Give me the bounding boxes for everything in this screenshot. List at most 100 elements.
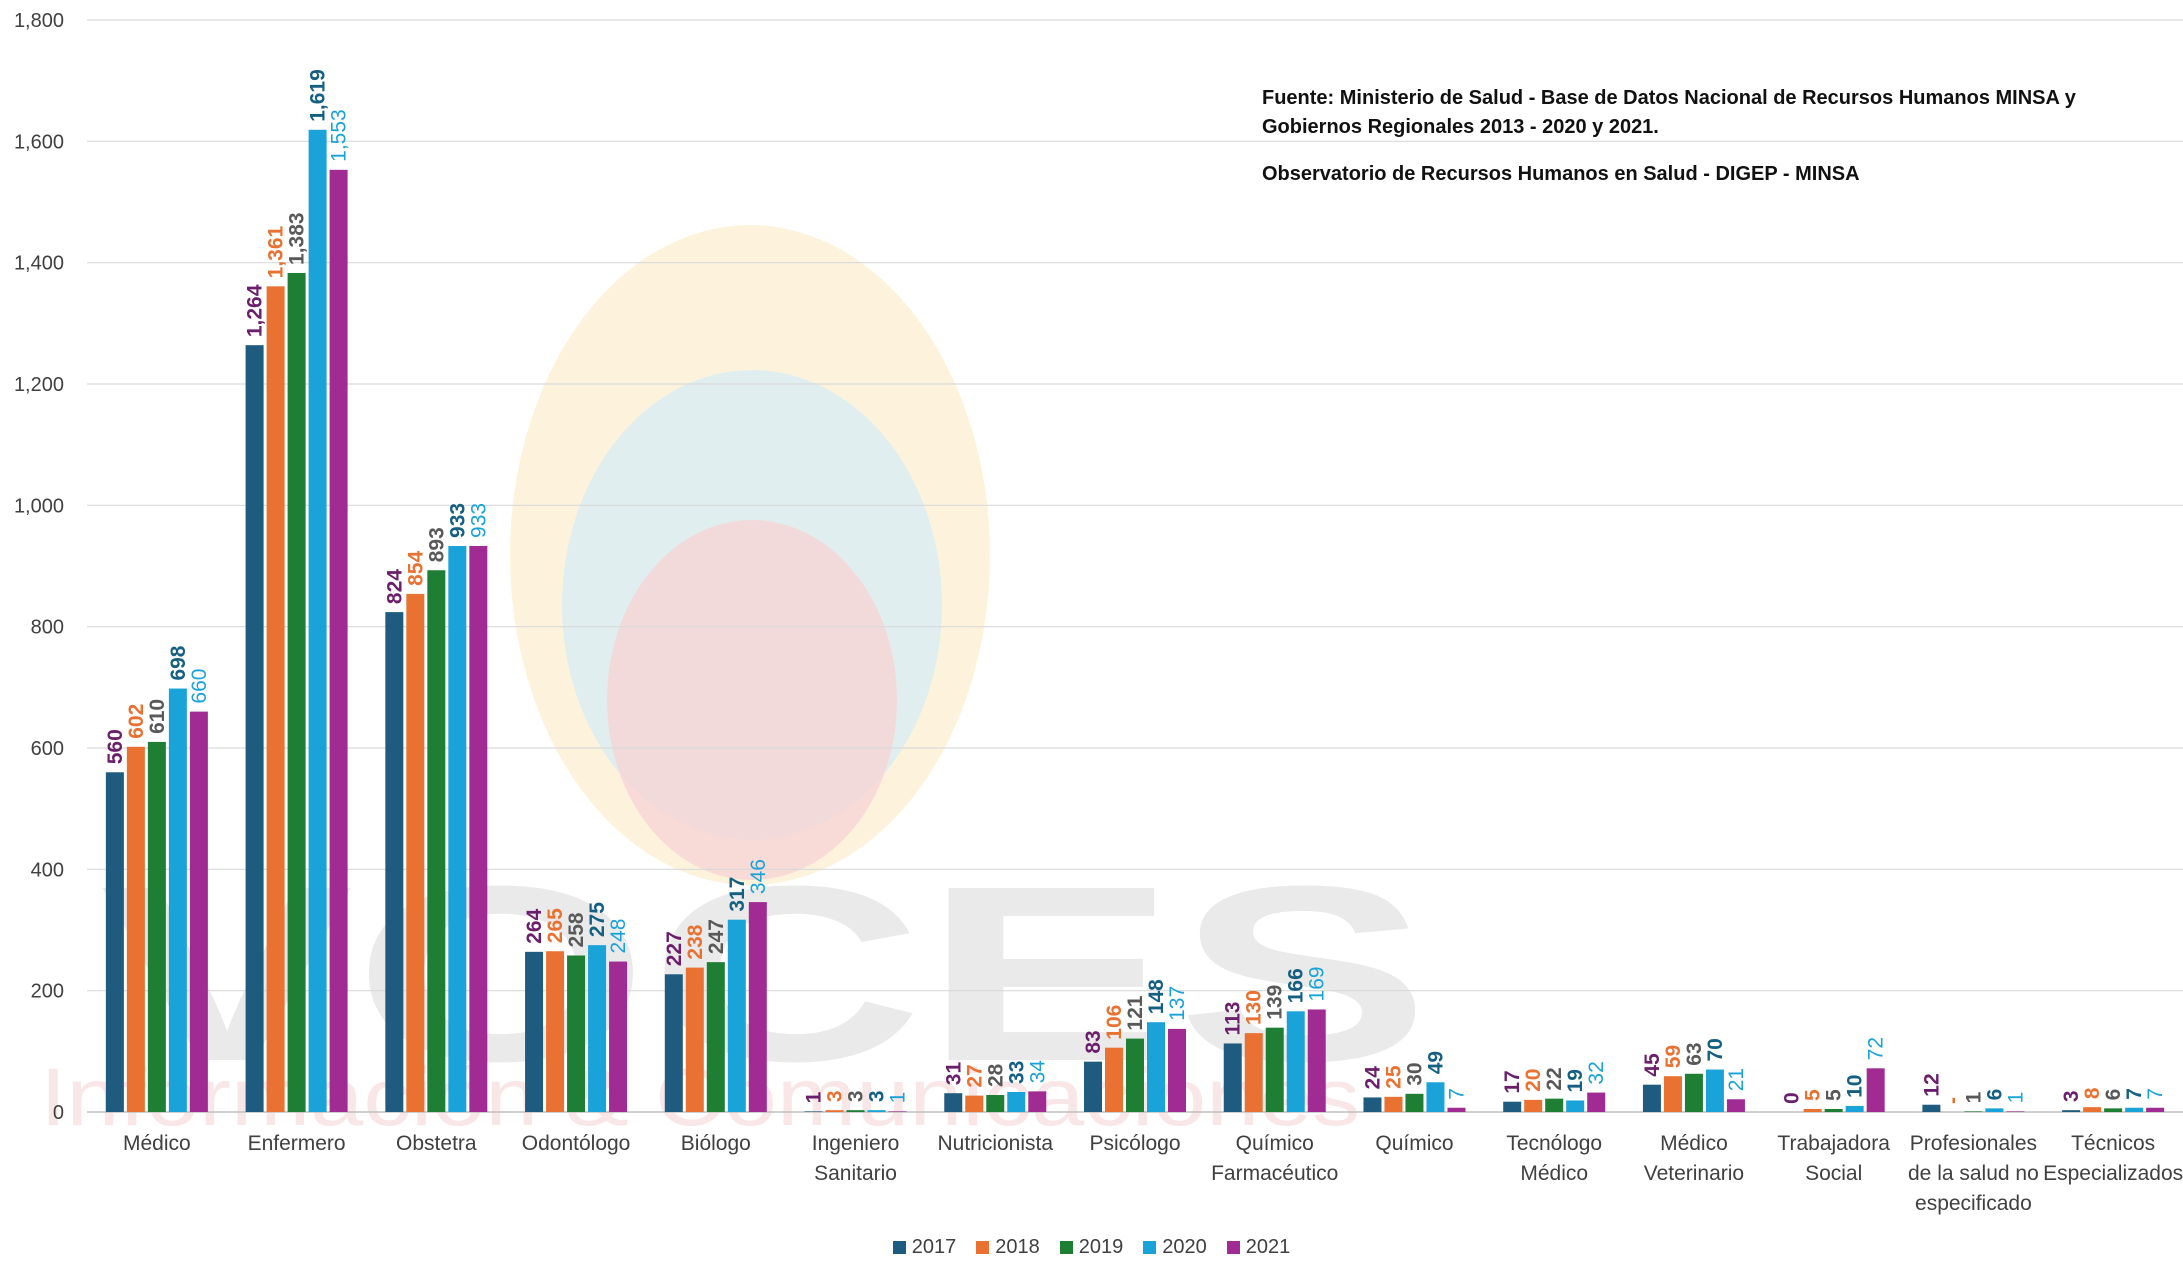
category-label: Tecnólogo Médico: [1506, 1132, 1602, 1185]
bar: [1985, 1108, 2004, 1112]
bar: [2104, 1108, 2123, 1112]
category-label: Odontólogo: [522, 1132, 631, 1155]
data-label: 59: [1662, 1045, 1685, 1068]
data-label: 264: [523, 908, 546, 943]
category-label: Médico Veterinario: [1644, 1132, 1744, 1185]
category-label-line: Tecnólogo: [1506, 1132, 1602, 1155]
legend-swatch: [892, 1240, 906, 1254]
category-label-line: Nutricionista: [937, 1132, 1053, 1155]
data-label: 3: [866, 1090, 889, 1102]
category-label-line: Médico: [1660, 1132, 1728, 1155]
bar: [385, 612, 404, 1112]
legend-swatch: [1226, 1240, 1240, 1254]
data-label: 33: [1005, 1061, 1028, 1084]
bar: [1524, 1099, 1543, 1112]
legend-item: 2021: [1226, 1236, 1290, 1259]
category-label: Nutricionista: [937, 1132, 1053, 1155]
data-label: 63: [1683, 1042, 1706, 1065]
data-label: 30: [1403, 1062, 1426, 1085]
bar: [867, 1110, 886, 1112]
data-label: 113: [1222, 1002, 1245, 1036]
bar: [147, 741, 166, 1112]
legend-item: 2018: [976, 1236, 1040, 1259]
data-label: 258: [565, 912, 588, 947]
data-label: 698: [167, 645, 190, 680]
bar: [427, 570, 446, 1112]
y-tick-label: 600: [31, 738, 64, 760]
data-label: 1,553: [328, 109, 351, 162]
data-label: 130: [1243, 990, 1266, 1025]
bar: [1244, 1033, 1263, 1112]
bar: [1566, 1100, 1585, 1112]
bar: [1168, 1028, 1186, 1112]
bar: [469, 545, 488, 1112]
data-label: 1: [887, 1092, 910, 1104]
data-label: 139: [1264, 985, 1287, 1020]
data-label: 31: [942, 1062, 965, 1086]
data-label: 166: [1285, 968, 1308, 1003]
data-label: 1: [2004, 1092, 2027, 1104]
data-label: 1,383: [286, 212, 309, 265]
data-label: 247: [705, 919, 728, 954]
bar: [1426, 1082, 1445, 1112]
category-label: Químico Farmacéutico: [1211, 1132, 1338, 1185]
bar: [546, 951, 565, 1112]
data-label: 83: [1082, 1030, 1105, 1053]
category-label-line: Químico: [1375, 1132, 1453, 1155]
data-label: 27: [963, 1064, 986, 1087]
data-label: 3: [845, 1090, 868, 1102]
category-label-line: de la salud no: [1908, 1162, 2039, 1185]
data-label: 933: [446, 503, 469, 538]
bar: [105, 772, 124, 1112]
bar: [266, 286, 285, 1112]
bar: [706, 962, 725, 1112]
bar: [1803, 1108, 1822, 1112]
bar: [1007, 1091, 1026, 1112]
data-label: 22: [1543, 1067, 1566, 1090]
legend-label: 2018: [995, 1235, 1040, 1258]
data-label: 32: [1585, 1061, 1608, 1084]
bar: [1922, 1104, 1941, 1112]
data-label: 10: [1844, 1075, 1867, 1098]
category-label: Químico: [1375, 1132, 1453, 1155]
data-label: 21: [1725, 1068, 1748, 1091]
category-label-line: especificado: [1915, 1192, 2032, 1215]
data-label: 893: [425, 527, 448, 562]
bar: [846, 1110, 865, 1112]
bar: [1265, 1027, 1284, 1112]
data-label: 0: [1781, 1092, 1804, 1104]
bar: [1866, 1068, 1885, 1112]
bar: [448, 545, 467, 1112]
data-label: 1: [1962, 1091, 1985, 1103]
data-label: 5: [1802, 1089, 1825, 1101]
watermark-ring-red: [607, 520, 897, 880]
data-label: 602: [125, 704, 148, 739]
bar: [1223, 1043, 1242, 1112]
bar: [1384, 1096, 1403, 1112]
bar: [287, 272, 306, 1113]
y-tick-label: 1,800: [14, 10, 64, 32]
y-tick-label: 1,600: [14, 131, 64, 153]
bar: [1286, 1011, 1305, 1112]
bar: [2083, 1107, 2102, 1112]
bars: [105, 129, 2165, 1113]
bar: [329, 169, 348, 1112]
category-label: Trabajadora Social: [1777, 1132, 1890, 1185]
bar: [245, 345, 264, 1112]
legend-item: 2017: [892, 1236, 956, 1259]
data-label: 20: [1522, 1069, 1545, 1092]
bar: [2006, 1111, 2025, 1112]
data-label: 106: [1103, 1005, 1126, 1040]
bar: [1964, 1111, 1983, 1112]
bar: [567, 955, 586, 1112]
bar: [888, 1111, 907, 1112]
data-label: 275: [586, 902, 609, 937]
data-label: 7: [2144, 1088, 2167, 1100]
legend-label: 2019: [1078, 1235, 1124, 1258]
bar: [588, 945, 607, 1112]
data-label: 19: [1564, 1069, 1587, 1092]
category-label-line: Ingeniero: [812, 1132, 900, 1155]
data-label: 560: [104, 729, 127, 764]
category-label-line: Trabajadora: [1777, 1132, 1890, 1155]
